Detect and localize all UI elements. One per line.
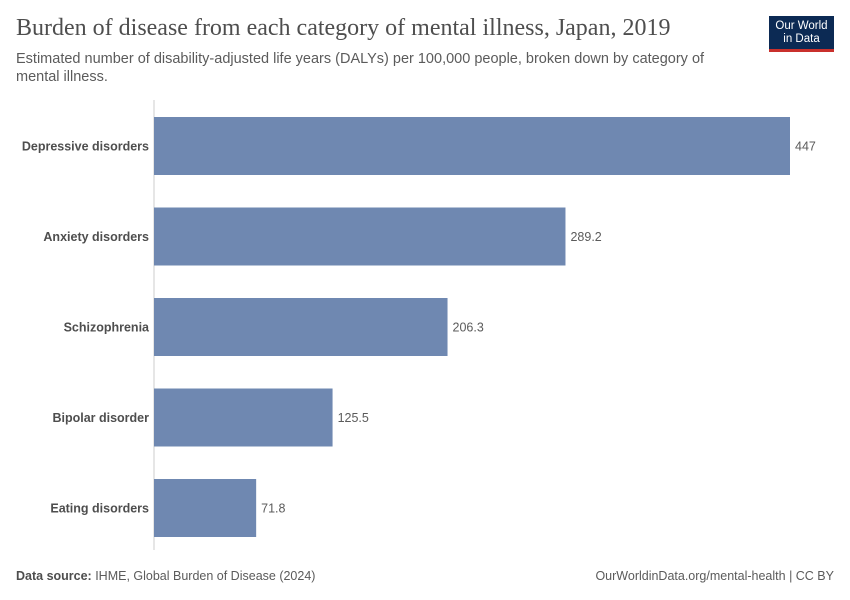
logo-line-1: Our World xyxy=(775,19,828,32)
category-label-3: Bipolar disorder xyxy=(52,411,149,425)
chart-title: Burden of disease from each category of … xyxy=(16,15,671,41)
bar-0[interactable] xyxy=(154,117,790,175)
category-label-0: Depressive disorders xyxy=(22,140,149,154)
value-label-3: 125.5 xyxy=(338,411,369,425)
data-source-text: IHME, Global Burden of Disease (2024) xyxy=(91,569,316,583)
footer: Data source: IHME, Global Burden of Dise… xyxy=(16,569,834,583)
category-label-1: Anxiety disorders xyxy=(43,230,149,244)
bar-4[interactable] xyxy=(154,479,257,537)
logo-line-2: in Data xyxy=(783,32,820,45)
bar-chart: Depressive disorders 447 Anxiety disorders… xyxy=(22,100,816,550)
bar-1[interactable] xyxy=(154,207,566,266)
credit-link[interactable]: OurWorldinData.org/mental-health | CC BY xyxy=(595,569,834,583)
chart-subtitle: Estimated number of disability-adjusted … xyxy=(16,51,705,85)
data-source: Data source: IHME, Global Burden of Dise… xyxy=(16,569,315,583)
owid-logo[interactable]: Our World in Data xyxy=(769,16,834,52)
value-label-1: 289.2 xyxy=(570,230,601,244)
bar-3[interactable] xyxy=(154,388,333,447)
data-source-label: Data source: xyxy=(16,569,92,583)
value-label-2: 206.3 xyxy=(453,321,484,335)
category-label-2: Schizophrenia xyxy=(64,321,150,335)
value-label-4: 71.8 xyxy=(261,502,285,516)
value-label-0: 447 xyxy=(795,140,816,154)
category-label-4: Eating disorders xyxy=(50,502,149,516)
bar-2[interactable] xyxy=(154,298,448,356)
